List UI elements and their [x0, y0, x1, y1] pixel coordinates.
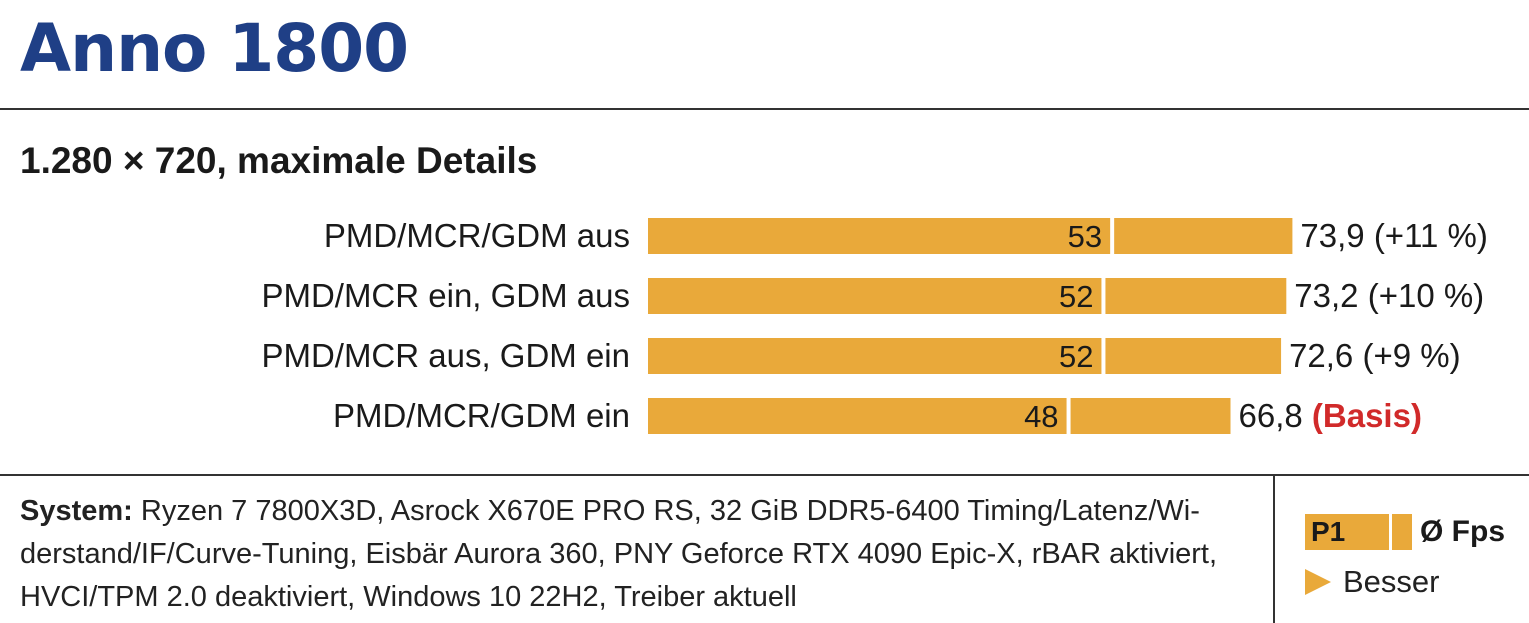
footer-divider: [0, 474, 1529, 476]
system-label: System:: [20, 495, 133, 527]
title-divider: [0, 108, 1529, 110]
bar-divider: [1101, 338, 1106, 374]
p1-value-label: 52: [1059, 279, 1093, 314]
avg-value-label: 66,8 (Basis): [1238, 397, 1421, 434]
legend-p1-label: P1: [1311, 516, 1346, 547]
bar-divider: [1066, 398, 1071, 434]
footer-separator: [1273, 475, 1275, 623]
chart-subtitle: 1.280 × 720, maximale Details: [20, 140, 538, 181]
avg-value-label: 72,6 (+9 %): [1289, 337, 1461, 374]
category-label: PMD/MCR/GDM aus: [324, 217, 630, 254]
avg-value-label: 73,9 (+11 %): [1300, 217, 1487, 254]
percent-change-label: (Basis): [1312, 397, 1422, 434]
p1-value-label: 53: [1068, 219, 1102, 254]
legend-better-label: Besser: [1343, 564, 1440, 599]
system-info: System: Ryzen 7 7800X3D, Asrock X670E PR…: [20, 490, 1250, 619]
p1-value-label: 48: [1024, 399, 1058, 434]
p1-value-label: 52: [1059, 339, 1093, 374]
bar-chart: PMD/MCR/GDM aus 53 73,9 (+11 %) PMD/MCR ein…: [261, 217, 1488, 434]
bar-divider: [1101, 278, 1106, 314]
bar-divider: [1110, 218, 1115, 254]
arrow-right-icon: [1305, 569, 1331, 595]
system-text: Ryzen 7 7800X3D, Asrock X670E PRO RS, 32…: [20, 495, 1218, 613]
chart-title: Anno 1800: [20, 10, 409, 87]
percent-change-label: (+11 %): [1374, 217, 1488, 254]
category-label: PMD/MCR aus, GDM ein: [261, 337, 630, 374]
percent-change-label: (+10 %): [1368, 277, 1484, 314]
legend-avg-swatch: [1392, 514, 1412, 550]
legend-avg-label: Ø Fps: [1420, 515, 1506, 548]
category-label: PMD/MCR ein, GDM aus: [261, 277, 630, 314]
percent-change-label: (+9 %): [1362, 337, 1460, 374]
avg-value-label: 73,2 (+10 %): [1294, 277, 1484, 314]
bar-p1: [648, 398, 1067, 434]
legend: P1 Ø Fps Besser: [1305, 510, 1505, 604]
legend-p1-swatch: P1: [1305, 514, 1389, 550]
bar-p1: [648, 278, 1102, 314]
category-label: PMD/MCR/GDM ein: [333, 397, 630, 434]
bar-p1: [648, 338, 1102, 374]
bar-p1: [648, 218, 1111, 254]
legend-series-row: P1 Ø Fps: [1305, 510, 1505, 554]
legend-better-row: Besser: [1305, 560, 1505, 604]
